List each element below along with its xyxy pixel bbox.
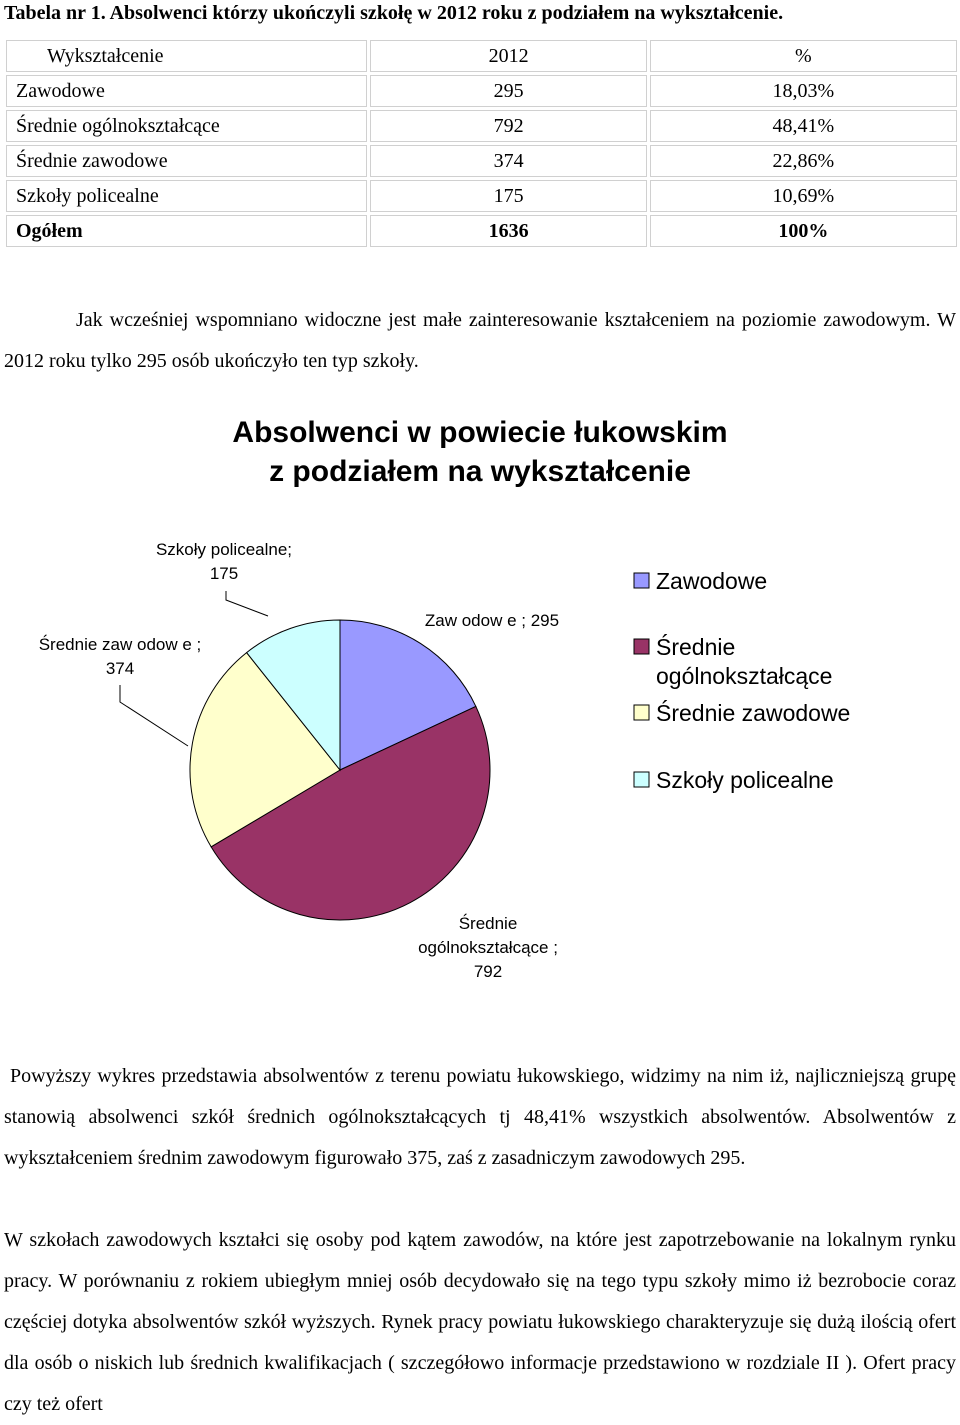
table-header-row: Wykształcenie 2012% (6, 40, 957, 72)
paragraph-chart-description: Powyższy wykres przedstawia absolwentów … (4, 1065, 956, 1169)
category-cell: Wykształcenie (6, 40, 368, 72)
legend-label-4: Szkoły policealne (656, 767, 834, 793)
paragraph-labor-market: W szkołach zawodowych kształci się osoby… (4, 1229, 956, 1415)
pie-slice-3 (189, 651, 341, 848)
category-cell: Zawodowe (6, 75, 368, 107)
legend-swatch-1 (633, 572, 650, 589)
percent-cell: 18,03% (649, 75, 957, 107)
data-label-2: Średnie ogólnokształcące ; 792 (418, 914, 558, 981)
percent-cell: 100% (649, 215, 957, 247)
percent-cell: 22,86% (649, 145, 957, 177)
table-total-row: Ogółem 1636 100% (6, 215, 957, 247)
count-cell: 374 (370, 145, 647, 177)
pie-slice-4 (245, 619, 341, 772)
count-cell: 2012 (370, 40, 647, 72)
count-cell: 1636 (370, 215, 647, 247)
percent-cell: 48,41% (649, 110, 957, 142)
category-cell: Ogółem (6, 215, 368, 247)
legend-swatch-4 (633, 771, 650, 788)
legend-label-1: Zawodowe (656, 568, 767, 594)
table-caption: Tabela nr 1. Absolwenci którzy ukończyli… (4, 2, 784, 24)
pie-slice-1 (339, 619, 477, 771)
data-label-3: Średnie zaw odow e ; 374 (39, 635, 202, 678)
table-row: Średnie zawodowe 374 22,86% (6, 145, 957, 177)
percent-cell: 10,69% (649, 180, 957, 212)
category-cell: Szkoły policealne (6, 180, 368, 212)
legend-label-3: Średnie zawodowe (656, 699, 850, 726)
pie-slice-2 (210, 705, 491, 921)
data-label-4: Szkoły policealne; 175 (156, 540, 292, 583)
legend-label-2: Średnie ogólnokształcące (656, 633, 832, 689)
paragraph-intro: Jak wcześniej wspomniano widoczne jest m… (4, 309, 956, 372)
leader-line-srednie-zawodowe (119, 685, 189, 747)
percent-cell: % (649, 40, 957, 72)
table-row: Szkoły policealne 175 10,69% (6, 180, 957, 212)
count-cell: 792 (370, 110, 647, 142)
leader-line-policealne (225, 591, 269, 617)
count-cell: 295 (370, 75, 647, 107)
count-cell: 175 (370, 180, 647, 212)
graduates-table: Wykształcenie 2012% Zawodowe 295 18,03% Średn… (3, 37, 960, 250)
category-cell: Średnie zawodowe (6, 145, 368, 177)
table-row: Zawodowe 295 18,03% (6, 75, 957, 107)
legend-swatch-2 (633, 638, 650, 655)
table-row: Średnie ogólnokształcące 792 48,41% (6, 110, 957, 142)
category-cell: Średnie ogólnokształcące (6, 110, 368, 142)
data-label-1: Zaw odow e ; 295 (425, 611, 559, 630)
pie-chart: Absolwenci w powiecie łukowskim z podział… (39, 416, 851, 981)
chart-title: Absolwenci w powiecie łukowskim z podział… (232, 416, 727, 488)
legend-swatch-3 (633, 704, 650, 721)
